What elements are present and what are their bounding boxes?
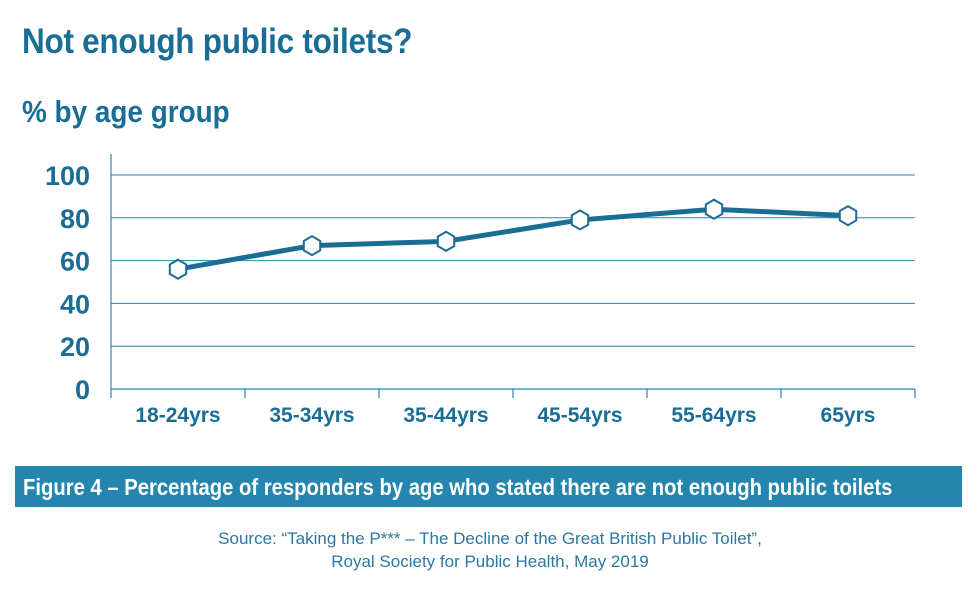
data-point-35-34yrs [302, 234, 322, 257]
x-tick-label-35-34yrs: 35-34yrs [269, 404, 354, 427]
y-tick-label-40: 40 [60, 289, 90, 319]
y-tick-label-0: 0 [75, 375, 90, 405]
x-tick-label-65yrs: 65yrs [821, 404, 876, 427]
y-tick-label-20: 20 [60, 332, 90, 362]
x-tick-label-55-64yrs: 55-64yrs [671, 404, 756, 427]
y-tick-labels: 0 20 40 60 80 100 [45, 161, 90, 405]
source-line-1: Source: “Taking the P*** – The Decline o… [218, 529, 762, 548]
figure-caption-bar: Figure 4 – Percentage of responders by a… [15, 466, 962, 507]
data-point-45-54yrs [570, 209, 590, 231]
y-tick-label-100: 100 [45, 161, 90, 191]
x-tick-label-45-54yrs: 45-54yrs [537, 404, 622, 427]
line-chart: 0 20 40 60 80 100 18-24yrs 35-34yrs 35-44yrs 45-… [45, 154, 916, 427]
y-tick-label-80: 80 [60, 204, 90, 234]
x-tick-label-18-24yrs: 18-24yrs [135, 404, 220, 427]
x-tick-label-35-44yrs: 35-44yrs [403, 404, 488, 427]
figure-caption: Figure 4 – Percentage of responders by a… [23, 474, 893, 500]
data-point-18-24yrs [168, 258, 188, 280]
source-line-2: Royal Society for Public Health, May 201… [331, 552, 649, 571]
chart-subtitle: % by age group [22, 94, 230, 129]
axes [110, 154, 916, 398]
x-tick-labels: 18-24yrs 35-34yrs 35-44yrs 45-54yrs 55-64yrs… [135, 404, 875, 427]
data-point-65yrs [838, 205, 858, 227]
chart-title: Not enough public toilets? [22, 22, 413, 61]
data-series [168, 198, 858, 280]
y-tick-label-60: 60 [60, 247, 90, 277]
grid-lines [111, 174, 915, 347]
data-point-35-44yrs [436, 230, 456, 252]
data-point-55-64yrs [704, 198, 724, 220]
series-line-0 [175, 206, 851, 272]
